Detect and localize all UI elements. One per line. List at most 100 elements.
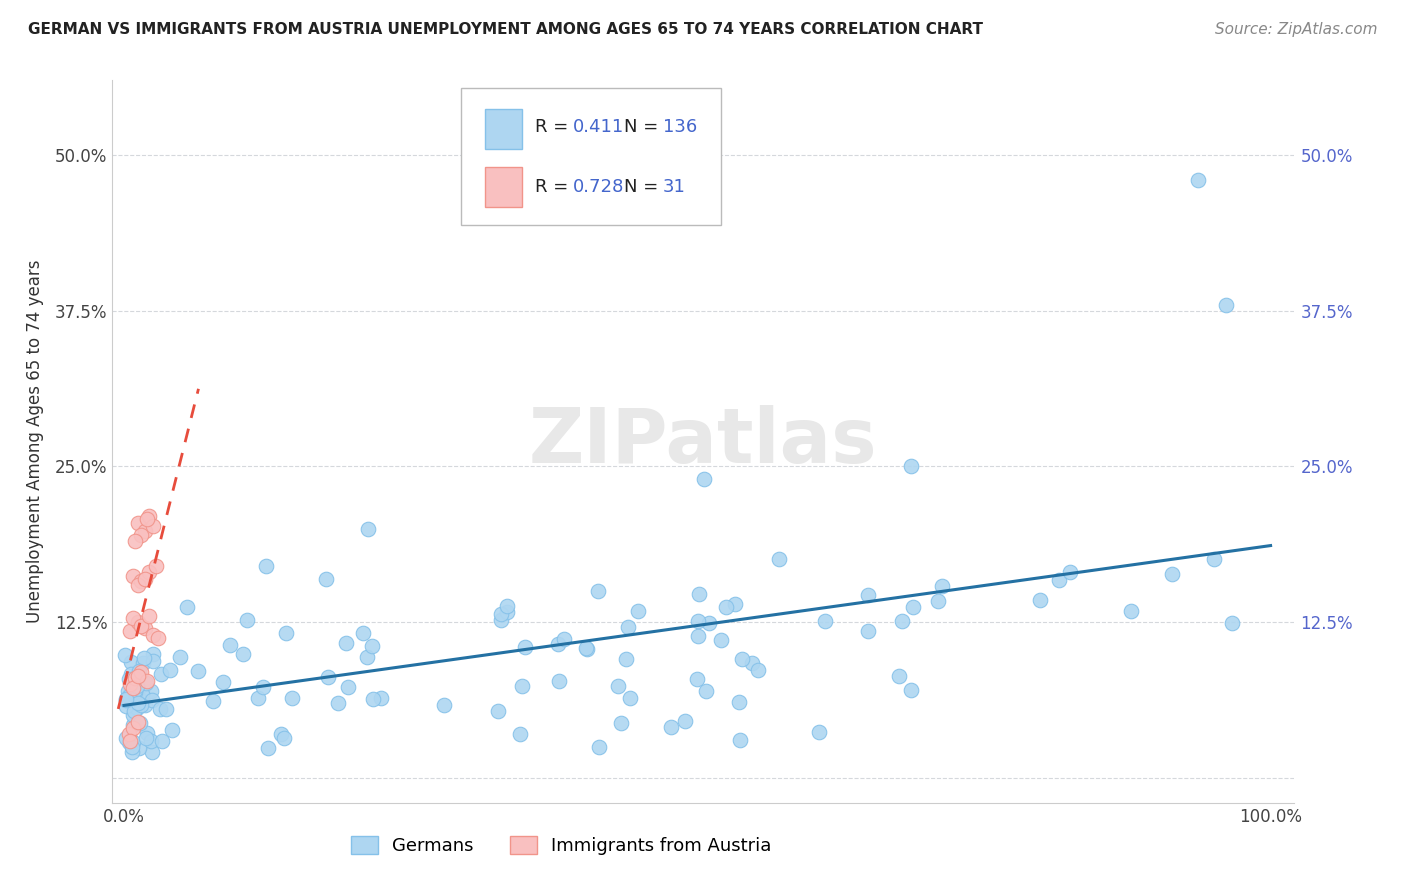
Point [257,741,280,756]
Point [281,691,304,706]
Text: R =: R = [536,119,574,136]
Point [274,626,297,640]
Point [127,615,149,630]
Point [127,696,149,710]
Point [619,690,641,705]
Point [124,685,146,699]
Text: R =: R = [536,178,574,196]
Point [614,652,637,666]
Point [315,572,337,586]
Point [145,559,167,574]
Point [135,731,157,745]
Point [316,670,339,684]
Point [121,745,143,759]
Point [1119,604,1142,618]
Point [118,733,141,747]
Point [127,516,149,530]
Point [134,621,156,635]
Point [901,600,924,615]
Point [547,637,569,651]
Point [1029,592,1052,607]
Point [117,690,139,704]
Point [363,691,385,706]
Point [496,599,519,613]
Text: N =: N = [624,119,664,136]
Point [148,632,170,646]
Point [124,682,146,697]
Point [370,691,392,706]
Point [887,668,910,682]
Point [724,598,747,612]
Point [124,690,146,704]
Point [352,626,374,640]
Point [808,725,831,739]
Point [127,701,149,715]
Point [1059,565,1081,579]
Point [254,559,277,574]
Point [127,578,149,592]
Point [115,731,138,745]
Point [273,731,295,745]
Point [115,698,138,713]
Point [576,641,599,656]
Point [686,672,709,686]
Point [212,674,235,689]
Text: 0.728: 0.728 [574,178,624,196]
Point [627,604,650,618]
FancyBboxPatch shape [461,87,721,225]
Point [688,629,710,643]
Point [115,693,138,707]
Point [187,665,209,679]
Point [131,685,153,699]
Point [686,614,709,628]
Point [122,705,145,719]
Point [118,672,141,686]
Point [270,727,292,741]
FancyBboxPatch shape [485,109,522,149]
Point [141,745,163,759]
Point [900,459,922,474]
Point [610,715,633,730]
Point [235,613,257,627]
Point [122,707,145,722]
Point [134,572,156,586]
Point [356,650,378,665]
FancyBboxPatch shape [485,167,522,207]
Point [728,695,751,709]
Point [142,647,165,661]
Point [716,600,738,615]
Point [138,566,160,580]
Point [617,620,640,634]
Point [247,690,270,705]
Point [135,512,157,526]
Point [160,723,183,738]
Point [149,702,172,716]
Text: 31: 31 [662,178,686,196]
Point [856,624,879,638]
Point [486,704,509,718]
Text: 136: 136 [662,119,697,136]
Point [138,509,160,524]
Point [252,680,274,694]
Point [496,605,519,619]
Point [856,588,879,602]
Point [697,615,720,630]
Point [768,552,790,566]
Point [730,652,752,666]
Point [134,698,156,713]
Point [121,717,143,731]
Point [337,680,360,694]
Point [575,641,598,656]
Point [695,684,717,698]
Point [1215,297,1237,311]
Point [122,673,145,687]
Point [326,696,349,710]
Point [124,671,146,685]
Point [688,587,710,601]
Point [741,656,763,670]
Point [891,614,914,628]
Point [588,739,610,754]
Point [135,673,157,688]
Point [747,663,769,677]
Point [659,720,682,734]
